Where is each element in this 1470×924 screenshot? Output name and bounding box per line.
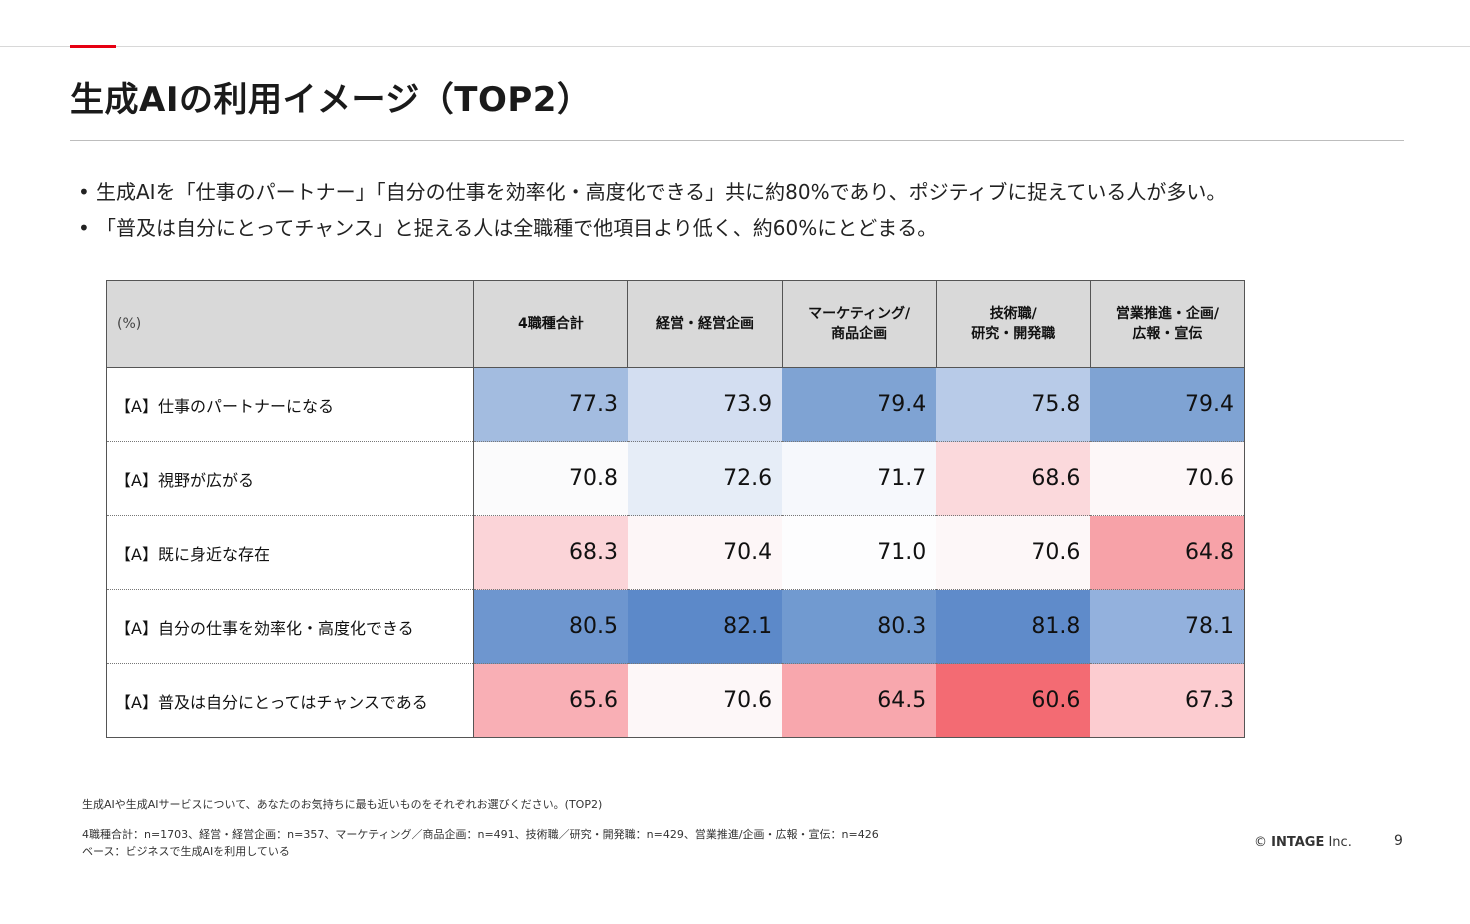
value-cell: 80.5 — [473, 589, 628, 664]
column-header: マーケティング/ 商品企画 — [781, 280, 937, 368]
column-header-line: マーケティング/ — [808, 306, 911, 322]
title-accent-bar — [70, 45, 116, 48]
question-note: 生成AIや生成AIサービスについて、あなたのお気持ちに最も近いものをそれぞれお選… — [82, 798, 603, 811]
value-cell: 70.8 — [473, 441, 628, 516]
column-header: 技術職/ 研究・開発職 — [935, 280, 1091, 368]
page-number: 9 — [1394, 833, 1403, 849]
copyright-suffix: Inc. — [1328, 835, 1352, 850]
value-cell: 73.9 — [627, 367, 783, 442]
column-header-line: 経営・経営企画 — [656, 316, 754, 332]
value-cell: 77.3 — [473, 367, 628, 442]
sample-sizes-text: 4職種合計：n=1703、経営・経営企画：n=357、マーケティング／商品企画：… — [82, 828, 879, 841]
row-label: 【A】視野が広がる — [105, 441, 475, 516]
bullet-item: 生成AIを「仕事のパートナー」「自分の仕事を効率化・高度化できる」共に約80%で… — [78, 174, 1226, 210]
row-label: 【A】既に身近な存在 — [105, 515, 475, 590]
copyright-symbol: © — [1254, 835, 1267, 850]
column-header: 経営・経営企画 — [627, 280, 783, 368]
value-cell: 78.1 — [1090, 589, 1246, 664]
value-cell: 64.8 — [1090, 515, 1246, 590]
title-divider — [70, 140, 1404, 141]
column-header-line: 技術職/ — [989, 306, 1037, 322]
value-cell: 79.4 — [782, 367, 937, 442]
column-header-line: 研究・開発職 — [971, 326, 1056, 342]
row-label: 【A】仕事のパートナーになる — [105, 367, 475, 442]
table-row: 【A】普及は自分にとってはチャンスである 65.6 70.6 64.5 60.6… — [105, 663, 1246, 738]
page-title: 生成AIの利用イメージ（TOP2） — [70, 80, 592, 120]
value-cell: 65.6 — [473, 663, 628, 738]
value-cell: 70.6 — [936, 515, 1091, 590]
value-cell: 70.4 — [627, 515, 783, 590]
value-cell: 71.0 — [782, 515, 937, 590]
table-row: 【A】既に身近な存在 68.3 70.4 71.0 70.6 64.8 — [105, 515, 1246, 590]
value-cell: 81.8 — [936, 589, 1091, 664]
value-cell: 60.6 — [936, 663, 1091, 738]
value-cell: 75.8 — [936, 367, 1091, 442]
results-table: (%) 4職種合計 経営・経営企画 マーケティング/ 商品企画 技術職/ 研究・… — [105, 280, 1246, 738]
top-divider — [0, 46, 1470, 47]
row-label: 【A】普及は自分にとってはチャンスである — [105, 663, 475, 738]
sample-note: 4職種合計：n=1703、経営・経営企画：n=357、マーケティング／商品企画：… — [82, 826, 879, 860]
value-cell: 80.3 — [782, 589, 937, 664]
value-cell: 67.3 — [1090, 663, 1246, 738]
table-row: 【A】自分の仕事を効率化・高度化できる 80.5 82.1 80.3 81.8 … — [105, 589, 1246, 664]
summary-bullets: 生成AIを「仕事のパートナー」「自分の仕事を効率化・高度化できる」共に約80%で… — [78, 174, 1226, 246]
column-header-line: 商品企画 — [831, 326, 888, 342]
value-cell: 72.6 — [627, 441, 783, 516]
value-cell: 70.6 — [627, 663, 783, 738]
column-header-line: 広報・宣伝 — [1132, 326, 1203, 342]
value-cell: 71.7 — [782, 441, 937, 516]
value-cell: 68.6 — [936, 441, 1091, 516]
column-header: 営業推進・企画/ 広報・宣伝 — [1089, 280, 1246, 368]
unit-label: (%) — [105, 280, 475, 368]
column-header-line: 営業推進・企画/ — [1115, 306, 1219, 322]
value-cell: 82.1 — [627, 589, 783, 664]
table-row: 【A】視野が広がる 70.8 72.6 71.7 68.6 70.6 — [105, 441, 1246, 516]
bullet-item: 「普及は自分にとってチャンス」と捉える人は全職種で他項目より低く、約60%にとど… — [78, 210, 1226, 246]
row-label: 【A】自分の仕事を効率化・高度化できる — [105, 589, 475, 664]
copyright-brand: INTAGE — [1271, 835, 1325, 850]
value-cell: 64.5 — [782, 663, 937, 738]
copyright: © INTAGE Inc. — [1254, 835, 1352, 850]
column-header: 4職種合計 — [473, 280, 629, 368]
table-row: 【A】仕事のパートナーになる 77.3 73.9 79.4 75.8 79.4 — [105, 367, 1246, 442]
base-text: ベース：ビジネスで生成AIを利用している — [82, 845, 290, 858]
value-cell: 79.4 — [1090, 367, 1246, 442]
table-header-row: (%) 4職種合計 経営・経営企画 マーケティング/ 商品企画 技術職/ 研究・… — [105, 280, 1246, 368]
column-header-line: 4職種合計 — [518, 316, 584, 332]
value-cell: 70.6 — [1090, 441, 1246, 516]
value-cell: 68.3 — [473, 515, 628, 590]
